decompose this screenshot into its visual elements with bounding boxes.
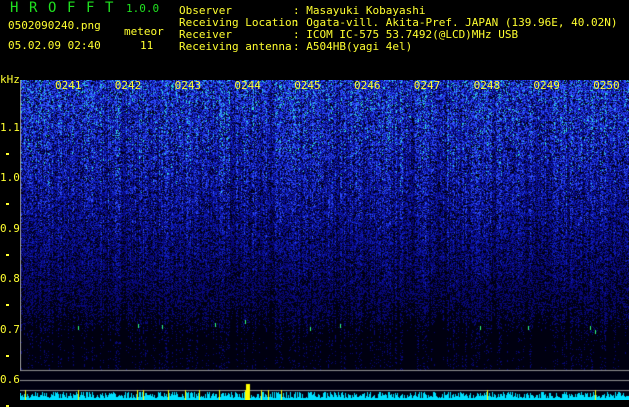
info-value: : Ogata-vill. Akita-Pref. JAPAN (139.96E… [293, 16, 618, 29]
time-tick-label: 0244 [234, 79, 261, 92]
app-title-letter: F [86, 0, 95, 16]
info-label: Receiver [179, 28, 232, 41]
info-value: : A504HB(yagi 4el) [293, 40, 413, 53]
app-title-letter: O [48, 0, 57, 16]
app-title-letter: T [105, 0, 114, 16]
meteor-label: meteor [124, 25, 164, 38]
info-value: : ICOM IC-575 53.7492(@LCD)MHz USB [293, 28, 519, 41]
app-title-letter: H [10, 0, 19, 16]
time-tick-label: 0247 [413, 79, 441, 92]
y-tick-label: 1.0- [0, 171, 27, 185]
time-tick-label: 0241 [55, 79, 82, 92]
time-tick-label: 0245 [294, 79, 321, 92]
time-tick-label: 0248 [473, 79, 501, 92]
y-minor-tick [6, 153, 9, 155]
y-tick-label: 0.8- [0, 272, 27, 286]
y-tick-label: 1.1- [0, 121, 27, 134]
y-minor-tick [6, 203, 9, 206]
time-tick-label: 0242 [114, 79, 142, 92]
y-tick-label: 0.6- [0, 373, 27, 386]
file-datetime: 05.02.09 02:40 [8, 39, 101, 52]
meteor-count: 11 [140, 39, 154, 52]
y-minor-tick [6, 253, 9, 256]
app-title-letter: F [67, 0, 76, 16]
y-minor-tick [6, 354, 9, 357]
file-name: 0502090240.png [8, 19, 101, 32]
app-title-letter: R [29, 0, 38, 16]
time-tick-label: 0249 [533, 79, 560, 92]
y-unit-label: kHz [0, 73, 20, 86]
info-value: : Masayuki Kobayashi [293, 4, 426, 17]
spectrogram [20, 80, 629, 400]
info-label: Receiving antenna [179, 40, 292, 53]
info-label: Receiving Location [179, 16, 299, 29]
y-tick-label: 0.7- [0, 322, 27, 336]
y-tick-label: 0.9- [0, 221, 27, 235]
time-tick-label: 0246 [354, 79, 381, 92]
y-minor-tick [6, 304, 9, 307]
time-tick-label: 0243 [174, 79, 202, 92]
info-label: Observer [179, 4, 232, 17]
app-version: 1.0.0 [126, 2, 160, 15]
time-tick-label: 0250 [593, 79, 620, 92]
